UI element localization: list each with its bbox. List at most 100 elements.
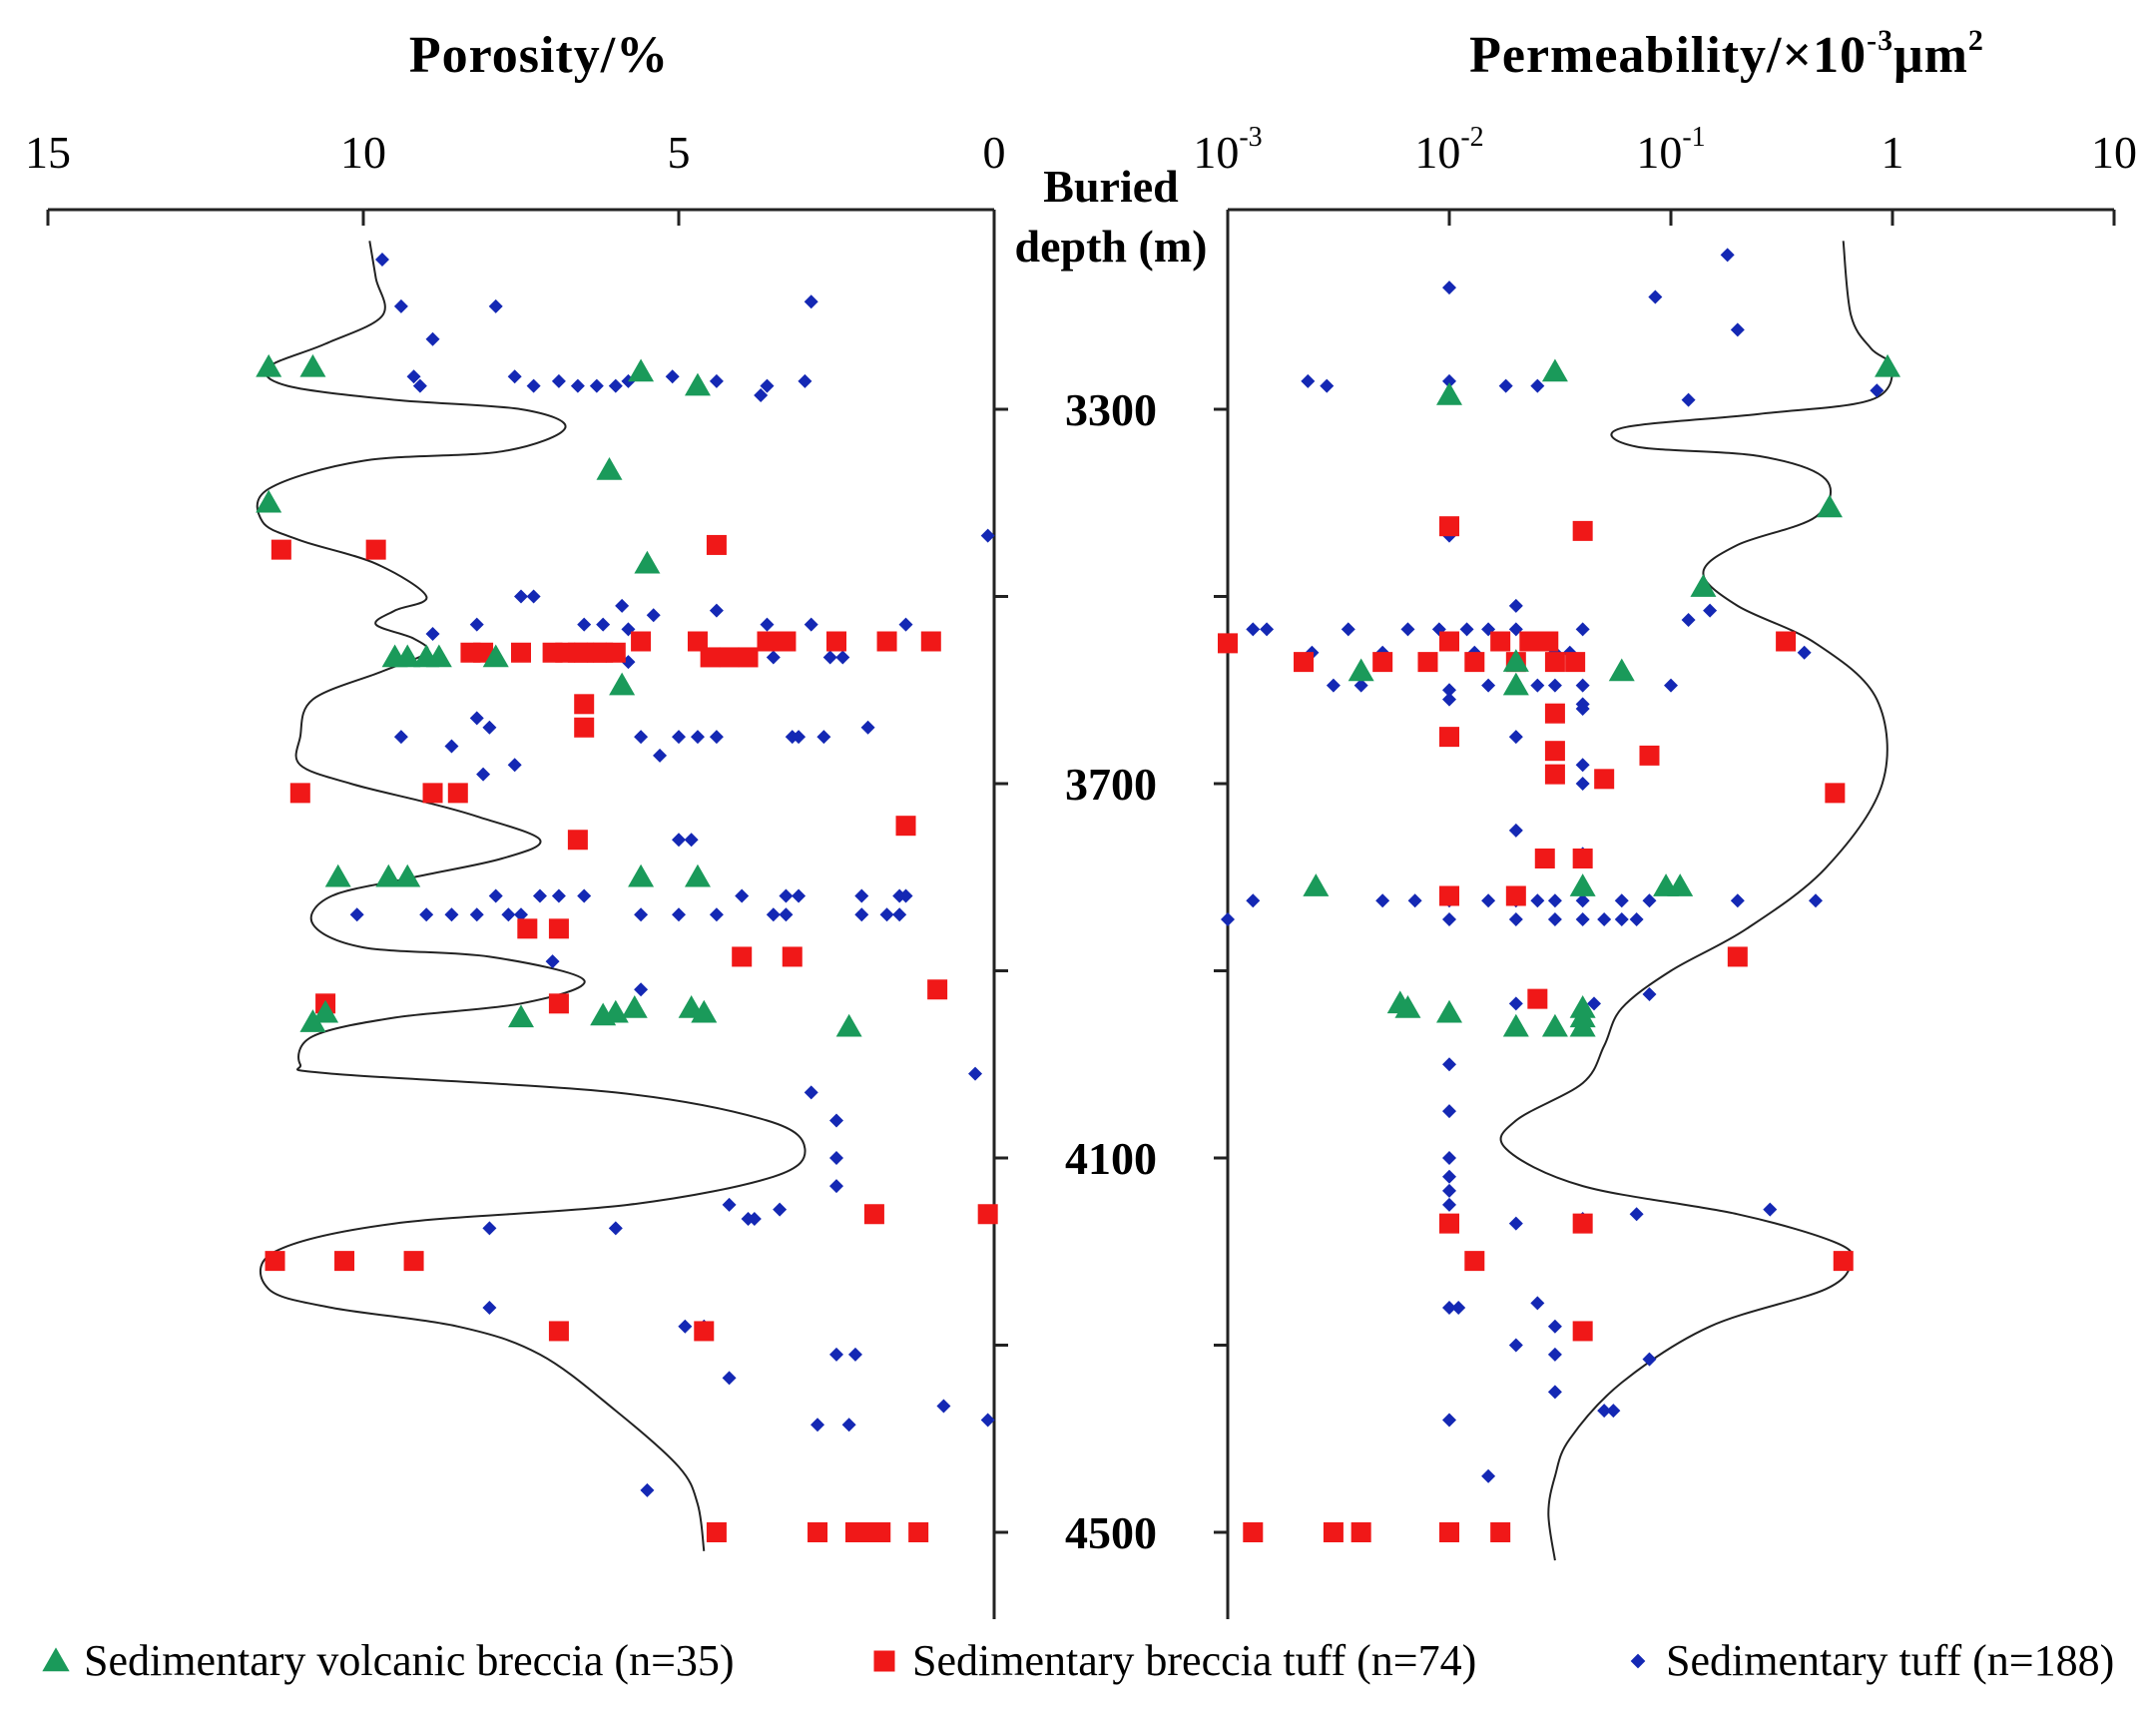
- porosity-point-diamond: [898, 617, 913, 632]
- depth-tick-label: 4100: [1065, 1133, 1157, 1184]
- permeability-point-diamond: [1442, 692, 1456, 707]
- permeability-point-square: [1572, 1213, 1593, 1234]
- porosity-point-diamond: [551, 888, 566, 903]
- porosity-point-square: [776, 631, 797, 652]
- porosity-point-diamond: [766, 650, 781, 665]
- permeability-tick-label: 10: [2091, 127, 2137, 178]
- porosity-point-diamond: [653, 748, 668, 763]
- permeability-point-square: [1544, 764, 1565, 785]
- depth-tick-label: 4500: [1065, 1507, 1157, 1558]
- porosity-point-square: [719, 647, 740, 668]
- porosity-point-square: [687, 631, 708, 652]
- depth-ticks: 3300 3700 4100 4500: [994, 384, 1228, 1558]
- permeability-point-diamond: [1547, 911, 1562, 926]
- permeability-point-diamond: [1763, 1202, 1778, 1217]
- depth-axis-label-line1: Buried: [1043, 161, 1179, 212]
- permeability-point-diamond: [1547, 893, 1562, 908]
- porosity-point-diamond: [532, 888, 547, 903]
- depth-tick-label: 3300: [1065, 384, 1157, 435]
- permeability-point-square: [1538, 631, 1559, 652]
- porosity-point-diamond: [469, 907, 484, 922]
- porosity-point-diamond: [469, 711, 484, 726]
- porosity-point-diamond: [634, 982, 649, 997]
- porosity-point-diamond: [672, 907, 686, 922]
- permeability-point-diamond: [1597, 1404, 1612, 1419]
- porosity-point-diamond: [589, 378, 604, 393]
- porosity-point-square: [548, 918, 569, 939]
- permeability-point-diamond: [1442, 1183, 1456, 1198]
- permeability-point-triangle: [1502, 1013, 1529, 1037]
- porosity-point-diamond: [476, 767, 491, 782]
- permeability-point-square: [1833, 1251, 1854, 1272]
- permeability-point-diamond: [1246, 622, 1261, 637]
- permeability-point-diamond: [1681, 612, 1696, 627]
- permeability-point-diamond: [1547, 1385, 1562, 1400]
- porosity-point-diamond: [847, 1347, 862, 1362]
- porosity-point-diamond: [425, 627, 440, 641]
- porosity-point-square: [706, 1522, 727, 1542]
- legend: Sedimentary volcanic breccia (n=35) Sedim…: [42, 1636, 2114, 1685]
- porosity-point-diamond: [760, 617, 775, 632]
- permeability-point-diamond: [1870, 383, 1885, 398]
- permeability-point-diamond: [1375, 893, 1390, 908]
- permeability-point-square: [1439, 1213, 1459, 1234]
- permeability-point-diamond: [1442, 373, 1456, 388]
- depth-axis-label-line2: depth (m): [1015, 221, 1208, 272]
- permeability-point-square: [1594, 769, 1615, 790]
- legend-label: Sedimentary volcanic breccia (n=35): [84, 1636, 735, 1685]
- permeability-point-diamond: [1614, 893, 1629, 908]
- permeability-point-triangle: [1303, 873, 1330, 896]
- porosity-point-diamond: [804, 617, 818, 632]
- porosity-point-diamond: [482, 1301, 497, 1315]
- porosity-point-diamond: [577, 617, 592, 632]
- permeability-point-diamond: [1575, 678, 1590, 693]
- permeability-point-triangle: [1690, 574, 1717, 597]
- porosity-point-diamond: [640, 1482, 655, 1497]
- permeability-point-diamond: [1508, 996, 1523, 1011]
- permeability-point-diamond: [1508, 911, 1523, 926]
- permeability-point-diamond: [1481, 678, 1496, 693]
- porosity-point-square: [920, 631, 941, 652]
- permeability-point-triangle: [1541, 358, 1568, 382]
- porosity-point-diamond: [841, 1418, 856, 1432]
- porosity-point-diamond: [615, 598, 630, 613]
- porosity-point-triangle: [691, 999, 718, 1023]
- porosity-point-diamond: [773, 1202, 788, 1217]
- porosity-point-square: [289, 783, 310, 804]
- porosity-point-square: [574, 717, 595, 738]
- porosity-point-diamond: [482, 1221, 497, 1236]
- permeability-point-square: [1439, 516, 1459, 537]
- permeability-point-diamond: [1703, 603, 1718, 618]
- permeability-point-square: [1372, 652, 1393, 673]
- permeability-point-diamond: [1587, 996, 1602, 1011]
- porosity-point-square: [908, 1522, 929, 1542]
- porosity-point-square: [757, 631, 778, 652]
- porosity-point-diamond: [412, 378, 427, 393]
- porosity-point-triangle: [394, 644, 421, 668]
- porosity-tick-label: 10: [340, 127, 386, 178]
- depth-tick-label: 3700: [1065, 759, 1157, 810]
- permeability-point-diamond: [1320, 378, 1335, 393]
- permeability-point-diamond: [1326, 678, 1341, 693]
- permeability-point-diamond: [1508, 730, 1523, 745]
- porosity-point-diamond: [760, 378, 775, 393]
- permeability-point-diamond: [1575, 911, 1590, 926]
- porosity-point-square: [548, 1321, 569, 1342]
- porosity-point-triangle: [299, 353, 326, 377]
- porosity-point-diamond: [349, 907, 364, 922]
- permeability-point-diamond: [1508, 823, 1523, 838]
- porosity-point-diamond: [810, 1418, 825, 1432]
- permeability-point-triangle: [1608, 658, 1635, 682]
- permeability-point-square: [1439, 727, 1459, 748]
- porosity-point-diamond: [425, 331, 440, 346]
- porosity-point-diamond: [488, 888, 503, 903]
- porosity-point-triangle: [628, 358, 655, 382]
- porosity-point-diamond: [526, 589, 541, 604]
- porosity-point-diamond: [898, 888, 913, 903]
- permeability-point-diamond: [1642, 986, 1657, 1001]
- porosity-point-square: [782, 946, 803, 967]
- permeability-point-diamond: [1664, 678, 1678, 693]
- permeability-point-square: [1350, 1522, 1371, 1542]
- porosity-point-diamond: [804, 1085, 818, 1100]
